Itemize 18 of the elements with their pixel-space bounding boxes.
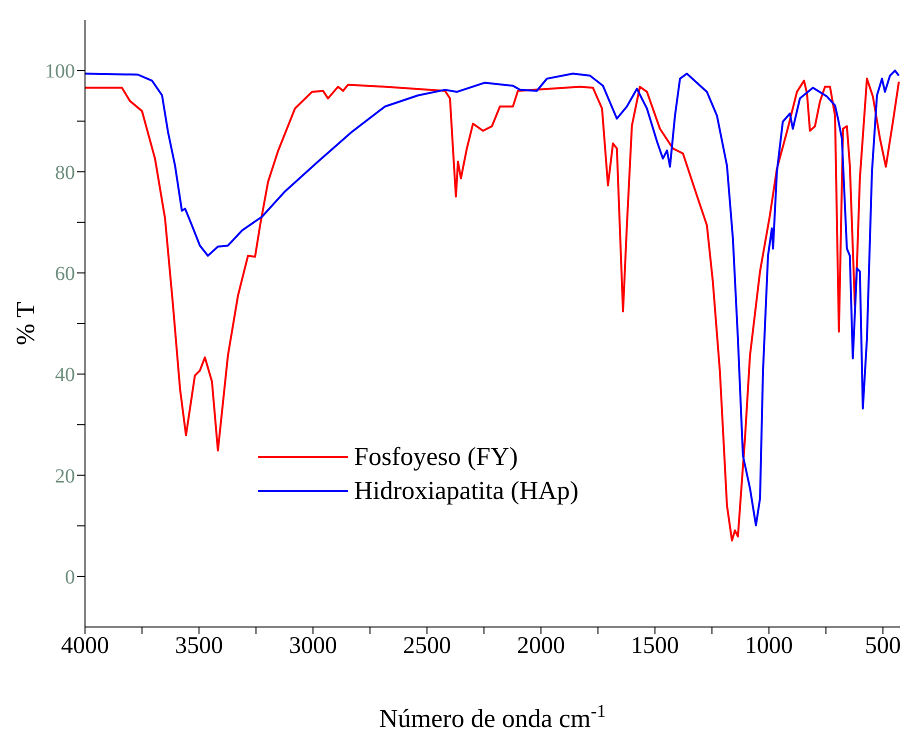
y-tick-label: 80 bbox=[55, 162, 75, 184]
x-tick-label: 4000 bbox=[61, 633, 109, 660]
x-tick-label: 3000 bbox=[288, 633, 337, 660]
y-tick-label: 0 bbox=[65, 566, 75, 589]
y-axis-title: % T bbox=[11, 302, 40, 346]
y-tick-label: 100 bbox=[45, 60, 75, 83]
y-tick-label: 20 bbox=[55, 465, 75, 488]
x-axis-title: Número de onda cm$^{-1}$ bbox=[379, 701, 606, 733]
legend-label: Hidroxiapatita (HAp) bbox=[354, 476, 579, 506]
x-tick-label: 3500 bbox=[174, 633, 223, 660]
y-tick-label: 60 bbox=[55, 263, 75, 286]
x-tick-label: 500 bbox=[864, 633, 901, 660]
legend-label: Fosfoyeso (FY) bbox=[354, 442, 518, 472]
x-tick-label: 1000 bbox=[744, 633, 793, 660]
y-tick-label: 40 bbox=[55, 364, 75, 386]
x-tick-label: 2500 bbox=[402, 633, 451, 660]
x-tick-label: 2000 bbox=[516, 633, 565, 660]
x-tick-label: 1500 bbox=[630, 633, 679, 660]
